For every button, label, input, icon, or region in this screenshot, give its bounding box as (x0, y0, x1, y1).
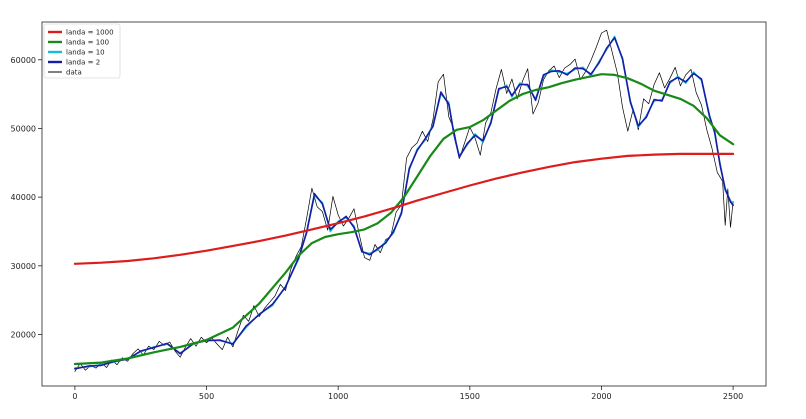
series-line-3 (74, 36, 734, 370)
series-lines (73, 29, 735, 372)
legend-label-2: landa = 10 (66, 49, 105, 57)
x-tick-label: 500 (199, 392, 214, 401)
x-axis: 0 500 1000 1500 2000 2500 (72, 386, 743, 401)
x-tick-label: 1500 (460, 392, 480, 401)
y-tick-label: 60000 (11, 56, 36, 65)
legend-label-1: landa = 100 (66, 39, 109, 47)
legend-label-0: landa = 1000 (66, 29, 114, 37)
y-axis: 20000 30000 40000 50000 60000 (11, 56, 42, 339)
legend: landa = 1000 landa = 100 landa = 10 landa =… (43, 23, 121, 79)
legend-box (43, 23, 121, 79)
y-tick-label: 20000 (11, 330, 36, 339)
x-tick-label: 2500 (723, 392, 743, 401)
x-tick-label: 2000 (591, 392, 611, 401)
x-tick-label: 1000 (328, 392, 348, 401)
legend-label-3: landa = 2 (66, 59, 100, 67)
y-tick-label: 30000 (11, 262, 36, 271)
series-line-0 (73, 152, 735, 265)
y-tick-label: 40000 (11, 193, 36, 202)
series-line-1 (73, 73, 735, 366)
legend-label-4: data (66, 69, 82, 77)
y-tick-label: 50000 (11, 124, 36, 133)
x-tick-label: 0 (72, 392, 77, 401)
